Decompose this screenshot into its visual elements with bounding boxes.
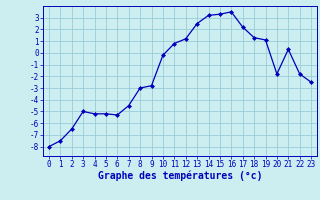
X-axis label: Graphe des températures (°c): Graphe des températures (°c) bbox=[98, 171, 262, 181]
